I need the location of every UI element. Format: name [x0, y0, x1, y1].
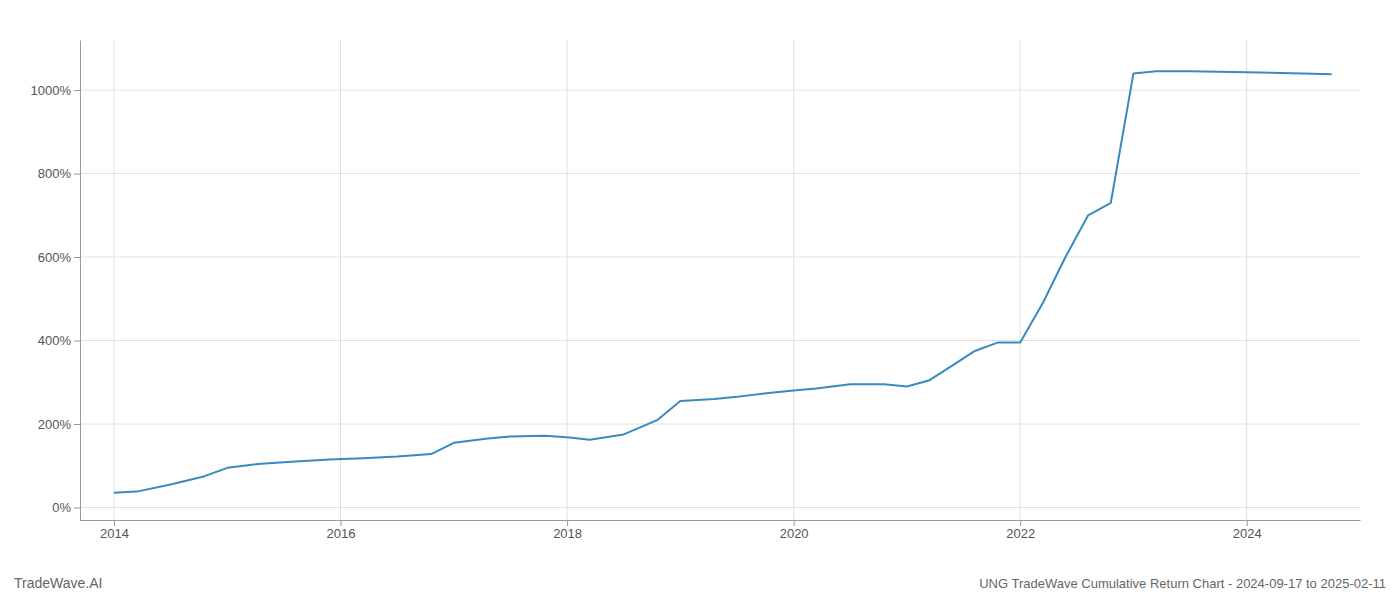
grid-line-y	[80, 340, 1360, 341]
y-tick-label: 1000%	[31, 83, 72, 98]
y-tick-mark	[74, 507, 80, 508]
grid-line-x	[1020, 40, 1021, 520]
x-tick: 2014	[100, 520, 129, 541]
x-tick-label: 2016	[327, 526, 356, 541]
grid	[80, 40, 1360, 520]
y-tick-mark	[74, 424, 80, 425]
x-axis-line	[81, 520, 1361, 521]
y-axis: 0% 200% 400% 600% 800% 1000%	[31, 41, 81, 521]
plot-area	[114, 71, 1332, 493]
x-tick-label: 2020	[780, 526, 809, 541]
y-tick-mark	[74, 257, 80, 258]
grid-line-x	[1246, 40, 1247, 520]
grid-line-y	[80, 507, 1360, 508]
y-tick: 400%	[38, 333, 80, 348]
watermark: TradeWave.AI	[14, 575, 102, 591]
x-tick-mark	[341, 520, 342, 526]
x-tick: 2018	[553, 520, 582, 541]
x-tick: 2016	[327, 520, 356, 541]
grid-line-x	[340, 40, 341, 520]
x-tick-mark	[1020, 520, 1021, 526]
x-tick-mark	[567, 520, 568, 526]
x-tick-label: 2018	[553, 526, 582, 541]
y-tick-label: 600%	[38, 250, 72, 265]
y-tick-label: 800%	[38, 166, 72, 181]
y-tick: 600%	[38, 250, 80, 265]
grid-line-y	[80, 90, 1360, 91]
y-tick-mark	[74, 341, 80, 342]
grid-line-x	[567, 40, 568, 520]
y-axis-line	[80, 41, 81, 521]
grid-line-x	[793, 40, 794, 520]
y-tick-label: 400%	[38, 333, 72, 348]
grid-line-y	[80, 424, 1360, 425]
x-tick: 2024	[1233, 520, 1262, 541]
y-tick: 800%	[38, 166, 80, 181]
x-axis: 2014 2016 2018 2020 2022 2024	[81, 520, 1361, 541]
grid-line-y	[80, 257, 1360, 258]
y-tick: 1000%	[31, 83, 80, 98]
x-tick-mark	[1247, 520, 1248, 526]
y-tick-mark	[74, 90, 80, 91]
y-tick-label: 200%	[38, 417, 72, 432]
x-tick-mark	[114, 520, 115, 526]
grid-line-y	[80, 173, 1360, 174]
y-tick: 200%	[38, 417, 80, 432]
x-tick: 2020	[780, 520, 809, 541]
chart: 2014 2016 2018 2020 2022 2024 0% 200% 400% 600% 80…	[0, 0, 1400, 600]
y-tick: 0%	[52, 500, 80, 515]
y-tick-label: 0%	[52, 500, 71, 515]
x-tick: 2022	[1006, 520, 1035, 541]
x-tick-label: 2024	[1233, 526, 1262, 541]
x-tick-label: 2014	[100, 526, 129, 541]
line	[114, 71, 1332, 493]
y-tick-mark	[74, 174, 80, 175]
x-tick-label: 2022	[1006, 526, 1035, 541]
title: UNG TradeWave Cumulative Return Chart - …	[979, 576, 1386, 591]
grid-line-x	[113, 40, 114, 520]
x-tick-mark	[794, 520, 795, 526]
